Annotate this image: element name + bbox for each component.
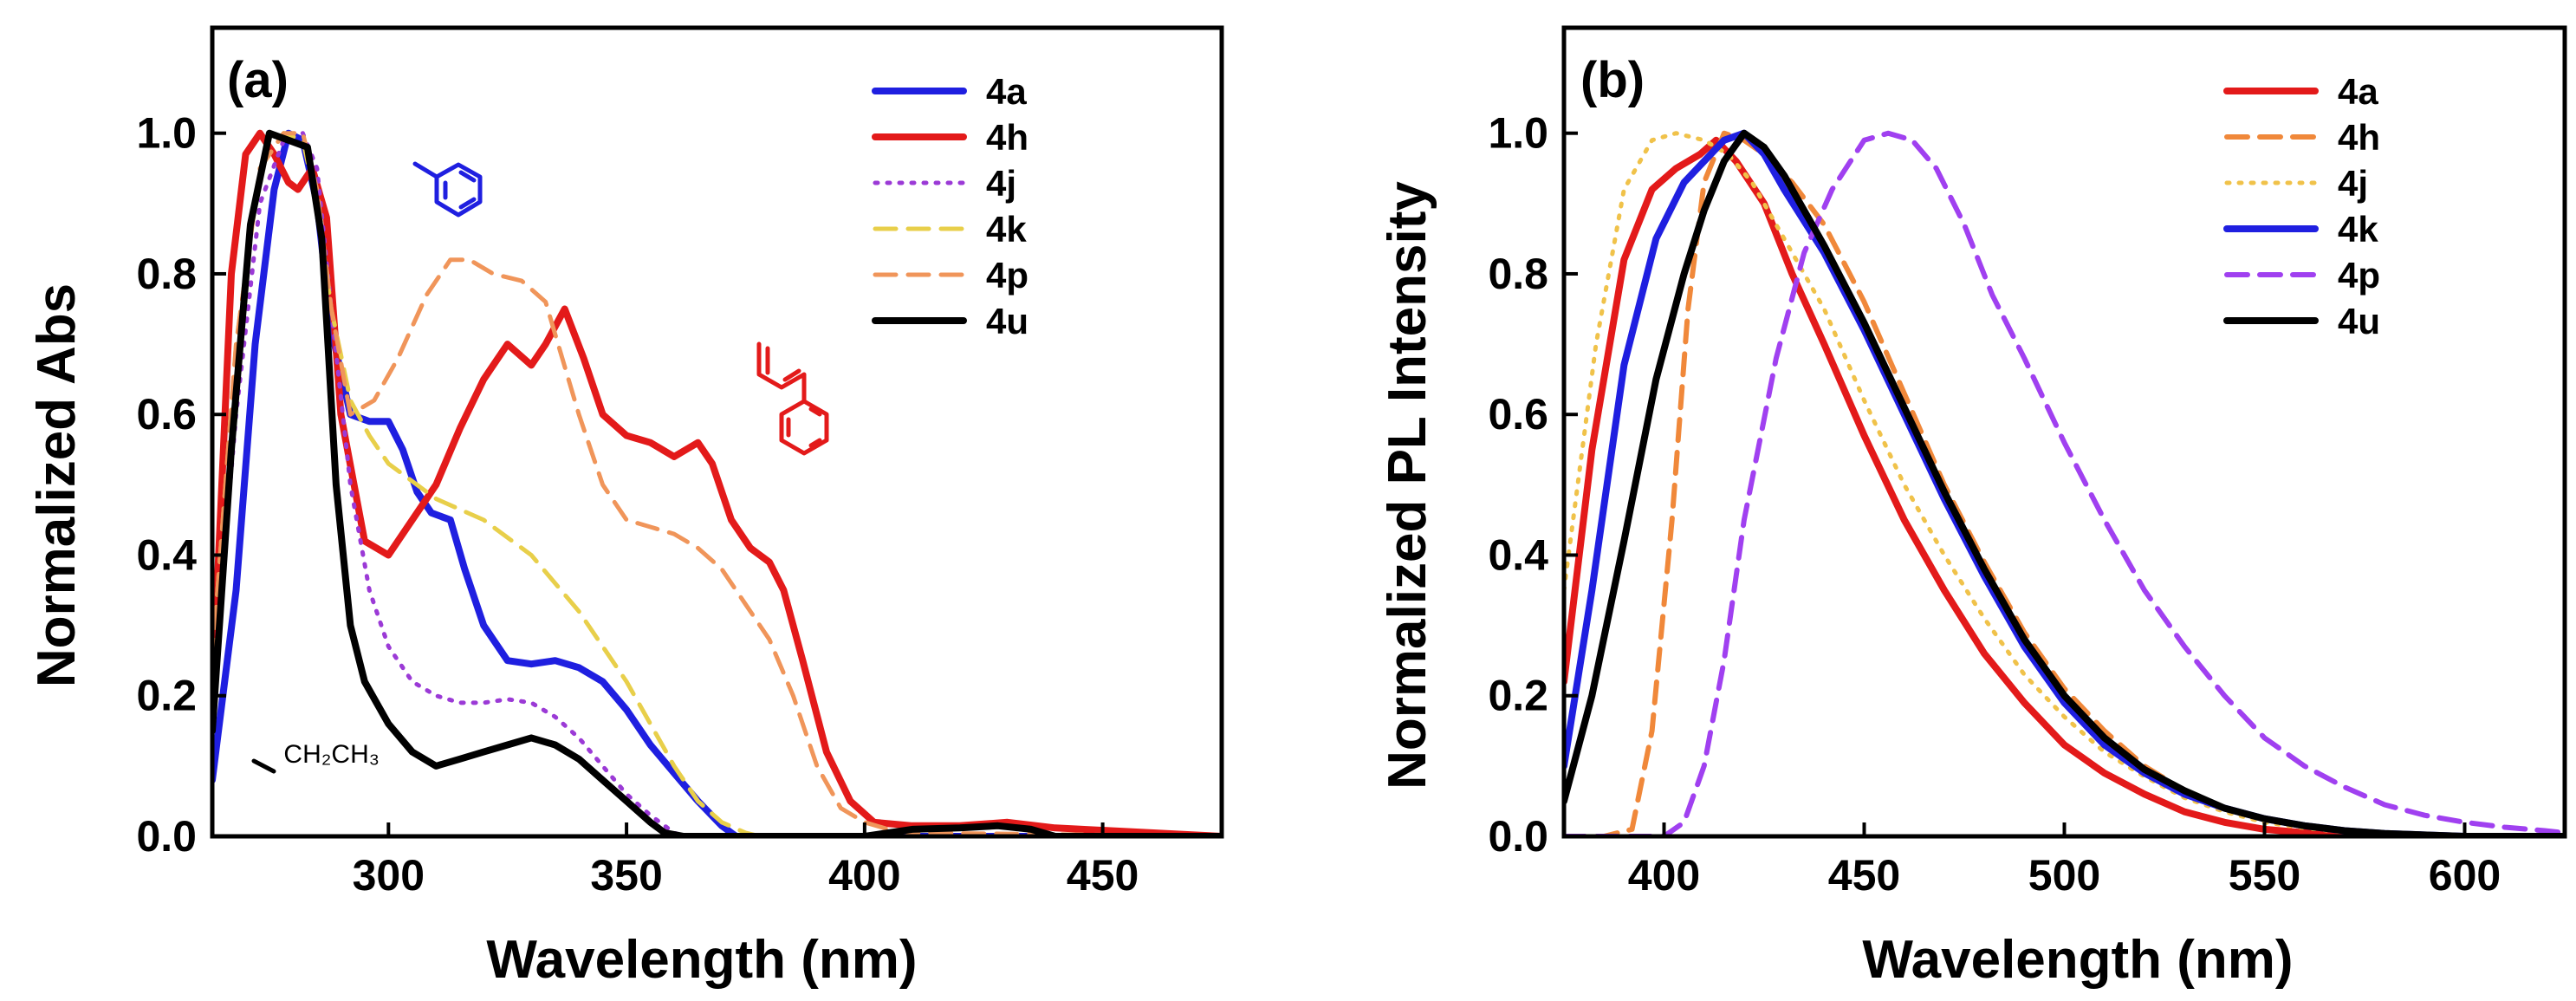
panel-b-y-tick-label-1: 0.2 — [1488, 672, 1548, 720]
panel-b-y-tick-label-5: 1.0 — [1488, 109, 1548, 158]
panel-a-x-axis-title: Wavelength (nm) — [486, 930, 917, 990]
panel-a-y-tick-label-4: 0.8 — [136, 250, 197, 298]
panel-a-axes: 300 350 400 450 0.0 0.2 0.4 0.6 0.8 1.0 — [136, 25, 1224, 900]
panel-b-x-tick-label-600: 600 — [2429, 851, 2501, 900]
panel-a-legend-label-4j: 4j — [986, 163, 1016, 204]
panel-b-x-tick-label-400: 400 — [1628, 851, 1700, 900]
panel-b-series-layer — [1564, 129, 2565, 836]
panel-a-y-tick-label-1: 0.2 — [136, 672, 197, 720]
panel-a-y-tick-label-2: 0.4 — [136, 530, 197, 579]
panel-b-series-4j — [1564, 131, 2565, 836]
panel-b-series-4p — [1564, 130, 2565, 836]
panel-a-series-layer — [212, 129, 1222, 836]
panel-b-series-4u — [1564, 129, 2565, 836]
panel-b-axes: 400 450 500 550 600 0.0 0.2 0.4 0.6 0.8 1.0 — [1488, 25, 2567, 900]
panel-a-series-4u — [212, 129, 1222, 836]
panel-a-y-tick-label-0: 0.0 — [136, 812, 197, 861]
panel-b-x-tick-label-550: 550 — [2229, 851, 2300, 900]
panel-a-annotation-0: CH₂CH₃ — [283, 740, 380, 769]
panel-a-label: (a) — [227, 52, 289, 108]
panel-b-series-4h — [1564, 130, 2565, 836]
panel-a: CH₂CH₃ 300 350 400 450 0.0 0.2 0.4 0.6 0.8 1.0 4a… — [27, 25, 1224, 990]
panel-a-series-4k — [212, 131, 1222, 836]
panel-a-x-tick-label-350: 350 — [590, 851, 662, 900]
panel-a-legend-label-4k: 4k — [986, 209, 1027, 250]
panel-b-legend-label-4h: 4h — [2338, 117, 2380, 158]
panel-b-x-tick-label-450: 450 — [1828, 851, 1900, 900]
panel-b-y-axis-title: Normalized PL Intensity — [1378, 181, 1437, 790]
panel-b-y-tick-label-0: 0.0 — [1488, 812, 1548, 861]
panel-b-legend: 4a 4h 4j 4k 4p 4u — [2223, 71, 2380, 341]
panel-b-x-tick-label-500: 500 — [2028, 851, 2100, 900]
panel-b-y-tick-label-2: 0.4 — [1488, 530, 1548, 579]
panel-a-y-tick-label-3: 0.6 — [136, 390, 197, 439]
panel-a-x-tick-label-450: 450 — [1067, 851, 1139, 900]
panel-a-y-axis-title: Normalized Abs — [27, 283, 87, 687]
panel-b-legend-label-4u: 4u — [2338, 301, 2380, 341]
panel-a-legend-label-4u: 4u — [986, 301, 1028, 341]
panel-b: 400 450 500 550 600 0.0 0.2 0.4 0.6 0.8 1.0 4a 4h 4j… — [1378, 25, 2567, 990]
panel-a-molecule-drawings — [251, 161, 829, 774]
panel-b-legend-label-4a: 4a — [2338, 71, 2378, 112]
panel-a-legend-label-4p: 4p — [986, 255, 1028, 296]
panel-b-series-4k — [1564, 129, 2565, 836]
panel-a-plot-frame — [210, 25, 1224, 839]
panel-a-series-4j — [212, 131, 1222, 836]
panel-a-x-tick-label-400: 400 — [828, 851, 900, 900]
panel-a-legend-label-4a: 4a — [986, 71, 1027, 112]
panel-a-series-4h — [212, 129, 1222, 836]
panel-b-legend-label-4k: 4k — [2338, 209, 2378, 250]
panel-b-legend-label-4j: 4j — [2338, 163, 2368, 204]
panel-b-series-4a — [1564, 136, 2565, 836]
panel-a-y-tick-label-5: 1.0 — [136, 109, 197, 158]
toluene-structure-icon — [412, 161, 483, 218]
panel-b-label: (b) — [1580, 52, 1645, 108]
panel-a-annotations: CH₂CH₃ — [283, 740, 380, 769]
panel-b-x-axis-title: Wavelength (nm) — [1862, 930, 2293, 990]
panel-a-legend: 4a 4h 4j 4k 4p 4u — [872, 71, 1028, 341]
ethyl-structure-icon — [251, 758, 276, 774]
panel-b-y-tick-label-3: 0.6 — [1488, 390, 1548, 439]
panel-b-y-tick-label-4: 0.8 — [1488, 250, 1548, 298]
panel-a-x-tick-label-300: 300 — [353, 851, 425, 900]
panel-a-legend-label-4h: 4h — [986, 117, 1028, 158]
styrene-structure-icon — [756, 341, 829, 456]
panel-b-legend-label-4p: 4p — [2338, 255, 2380, 296]
